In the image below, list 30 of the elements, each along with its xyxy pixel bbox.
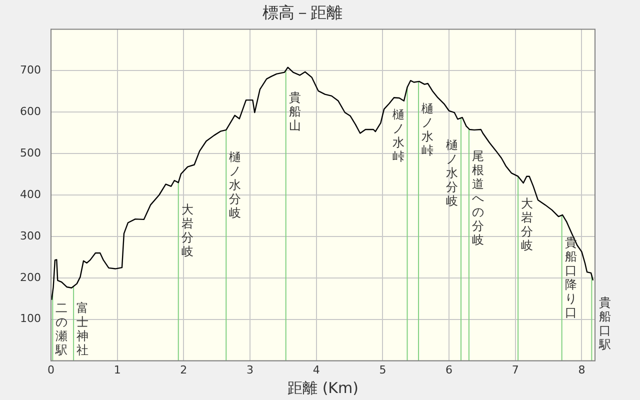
- x-tick-label: 0: [47, 363, 54, 376]
- ref-line-label: 大岩分岐: [521, 196, 534, 252]
- y-tick-label: 500: [20, 146, 41, 160]
- y-tick-label: 300: [20, 229, 41, 242]
- ref-line-label: 貴船山: [288, 90, 301, 132]
- ref-line-label: 樋ノ水峠: [392, 107, 404, 164]
- ref-line-label: 二の瀬駅: [54, 300, 68, 357]
- y-tick-label: 600: [20, 104, 41, 118]
- x-tick-label: 2: [180, 363, 188, 376]
- y-tick-label: 100: [20, 312, 41, 326]
- ref-line-label: 樋ノ水峠: [422, 102, 434, 158]
- ref-line-label: 樋ノ水分岐: [446, 138, 458, 208]
- x-tick-label: 5: [379, 363, 386, 376]
- x-tick-label: 3: [246, 363, 254, 376]
- ref-line-label: 富士神社: [76, 300, 89, 357]
- y-tick-label: 700: [20, 64, 41, 77]
- x-tick-label: 8: [578, 363, 586, 376]
- chart-title: 標高－距離: [262, 2, 342, 22]
- ref-line-label: 貴船口駅: [598, 296, 611, 352]
- x-tick-label: 7: [512, 363, 519, 376]
- x-axis-title: 距離 (Km): [288, 378, 358, 397]
- x-tick-label: 6: [446, 363, 453, 376]
- x-tick-label: 4: [312, 363, 320, 376]
- ref-line-label: 樋ノ水分岐: [229, 150, 242, 220]
- x-tick-label: 1: [114, 363, 121, 376]
- y-tick-label: 200: [20, 270, 41, 284]
- ref-line-label: 貴船口降り口: [564, 235, 577, 320]
- y-tick-label: 400: [20, 188, 41, 201]
- ref-line-label: 大岩分岐: [181, 202, 194, 259]
- ref-line-label: 尾根道への分岐: [472, 148, 484, 247]
